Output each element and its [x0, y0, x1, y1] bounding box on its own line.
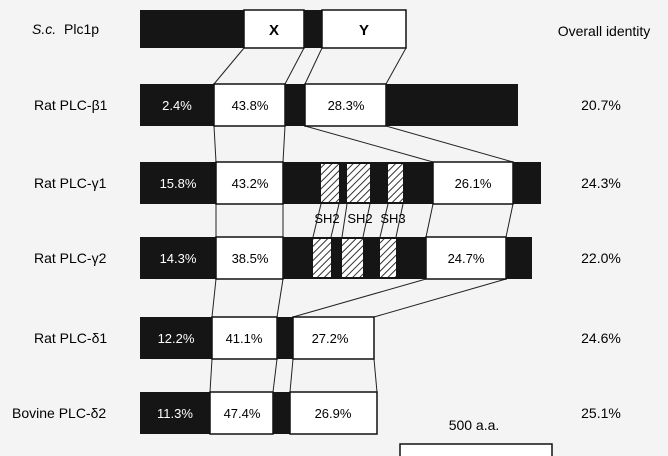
x-domain-identity: 43.8%: [232, 98, 269, 113]
sc-plc1p-label: S.c. Plc1p: [32, 21, 99, 37]
n-terminal-segment: [140, 392, 210, 434]
sh3-label: SH3: [380, 211, 405, 226]
x-domain-identity: 41.1%: [226, 331, 263, 346]
n-terminal-segment: [140, 162, 216, 204]
x-domain-segment: [215, 236, 284, 280]
y-domain-identity: 24.7%: [448, 251, 485, 266]
y-domain-label: Y: [359, 22, 369, 39]
x-domain-identity: 38.5%: [232, 251, 269, 266]
y-domain-segment: [304, 83, 387, 127]
row-plc-gamma2: Rat PLC-γ2 14.3% 38.5% 24.7% 22.0%: [34, 236, 621, 280]
scale-bar-label: 500 a.a.: [449, 417, 500, 433]
c-terminal-segment: [513, 162, 541, 204]
sh2-domain-n: [313, 239, 331, 277]
row-label: Bovine PLC-δ2: [12, 405, 106, 421]
sc-protein-label: Plc1p: [64, 21, 99, 37]
overall-identity-value: 25.1%: [581, 405, 621, 421]
row-plc-delta1: Rat PLC-δ1 12.2% 41.1% 27.2% 24.6%: [34, 316, 621, 360]
linker-segment: [273, 392, 290, 434]
y-domain-segment: [425, 236, 507, 280]
y-domain-identity: 26.1%: [455, 176, 492, 191]
scale-bar: [399, 443, 553, 456]
sc-n-terminal-segment: [140, 10, 244, 48]
row-plc-delta2: Bovine PLC-δ2 11.3% 47.4% 26.9% 25.1%: [12, 391, 621, 435]
n-terminal-segment: [140, 237, 216, 279]
row-label: Rat PLC-γ2: [34, 250, 107, 266]
sh3-domain: [380, 239, 396, 277]
y-domain-identity: 28.3%: [328, 98, 365, 113]
row-label: Rat PLC-β1: [34, 97, 108, 113]
overall-identity-value: 24.3%: [581, 175, 621, 191]
overall-identity-header: Overall identity: [558, 23, 651, 39]
row-label: Rat PLC-γ1: [34, 175, 107, 191]
sh2-domain-n: [321, 164, 339, 202]
x-domain-label: X: [269, 22, 279, 39]
linker-segment: [285, 84, 305, 126]
overall-identity-value: 24.6%: [581, 330, 621, 346]
alignment-connectors: [209, 47, 514, 393]
sc-plc1p-bar: [140, 9, 407, 49]
y-domain-segment: [292, 316, 375, 360]
overall-identity-value: 22.0%: [581, 250, 621, 266]
n-terminal-identity: 15.8%: [160, 176, 197, 191]
y-domain-identity: 26.9%: [315, 406, 352, 421]
sh3-domain: [388, 164, 403, 202]
sh2-n-label: SH2: [314, 211, 339, 226]
row-plc-beta1: Rat PLC-β1 2.4% 43.8% 28.3% 20.7%: [34, 83, 621, 127]
sc-species-label: S.c.: [32, 21, 56, 37]
x-domain-identity: 47.4%: [224, 406, 261, 421]
x-domain-segment: [211, 316, 278, 360]
row-label: Rat PLC-δ1: [34, 330, 107, 346]
overall-identity-value: 20.7%: [581, 97, 621, 113]
c-terminal-segment: [506, 237, 532, 279]
y-domain-identity: 27.2%: [312, 331, 349, 346]
n-terminal-identity: 11.3%: [157, 406, 193, 421]
x-domain-identity: 43.2%: [232, 176, 269, 191]
n-terminal-segment: [140, 84, 214, 126]
linker-segment: [277, 317, 293, 359]
y-domain-segment: [289, 391, 378, 435]
sh2-c-label: SH2: [347, 211, 372, 226]
row-plc-gamma1: Rat PLC-γ1 15.8% 43.2% 26.1% 24.3%: [34, 161, 621, 205]
sc-x-domain: [243, 9, 305, 49]
n-terminal-segment: [140, 317, 212, 359]
sh2-domain-c: [342, 239, 363, 277]
sh2-domain-c: [347, 164, 370, 202]
n-terminal-identity: 12.2%: [158, 331, 195, 346]
x-domain-segment: [209, 391, 274, 435]
n-terminal-identity: 2.4%: [162, 98, 192, 113]
n-terminal-identity: 14.3%: [160, 251, 197, 266]
sc-linker-segment: [304, 10, 322, 48]
sc-y-domain: [321, 9, 407, 49]
c-terminal-segment: [386, 84, 518, 126]
